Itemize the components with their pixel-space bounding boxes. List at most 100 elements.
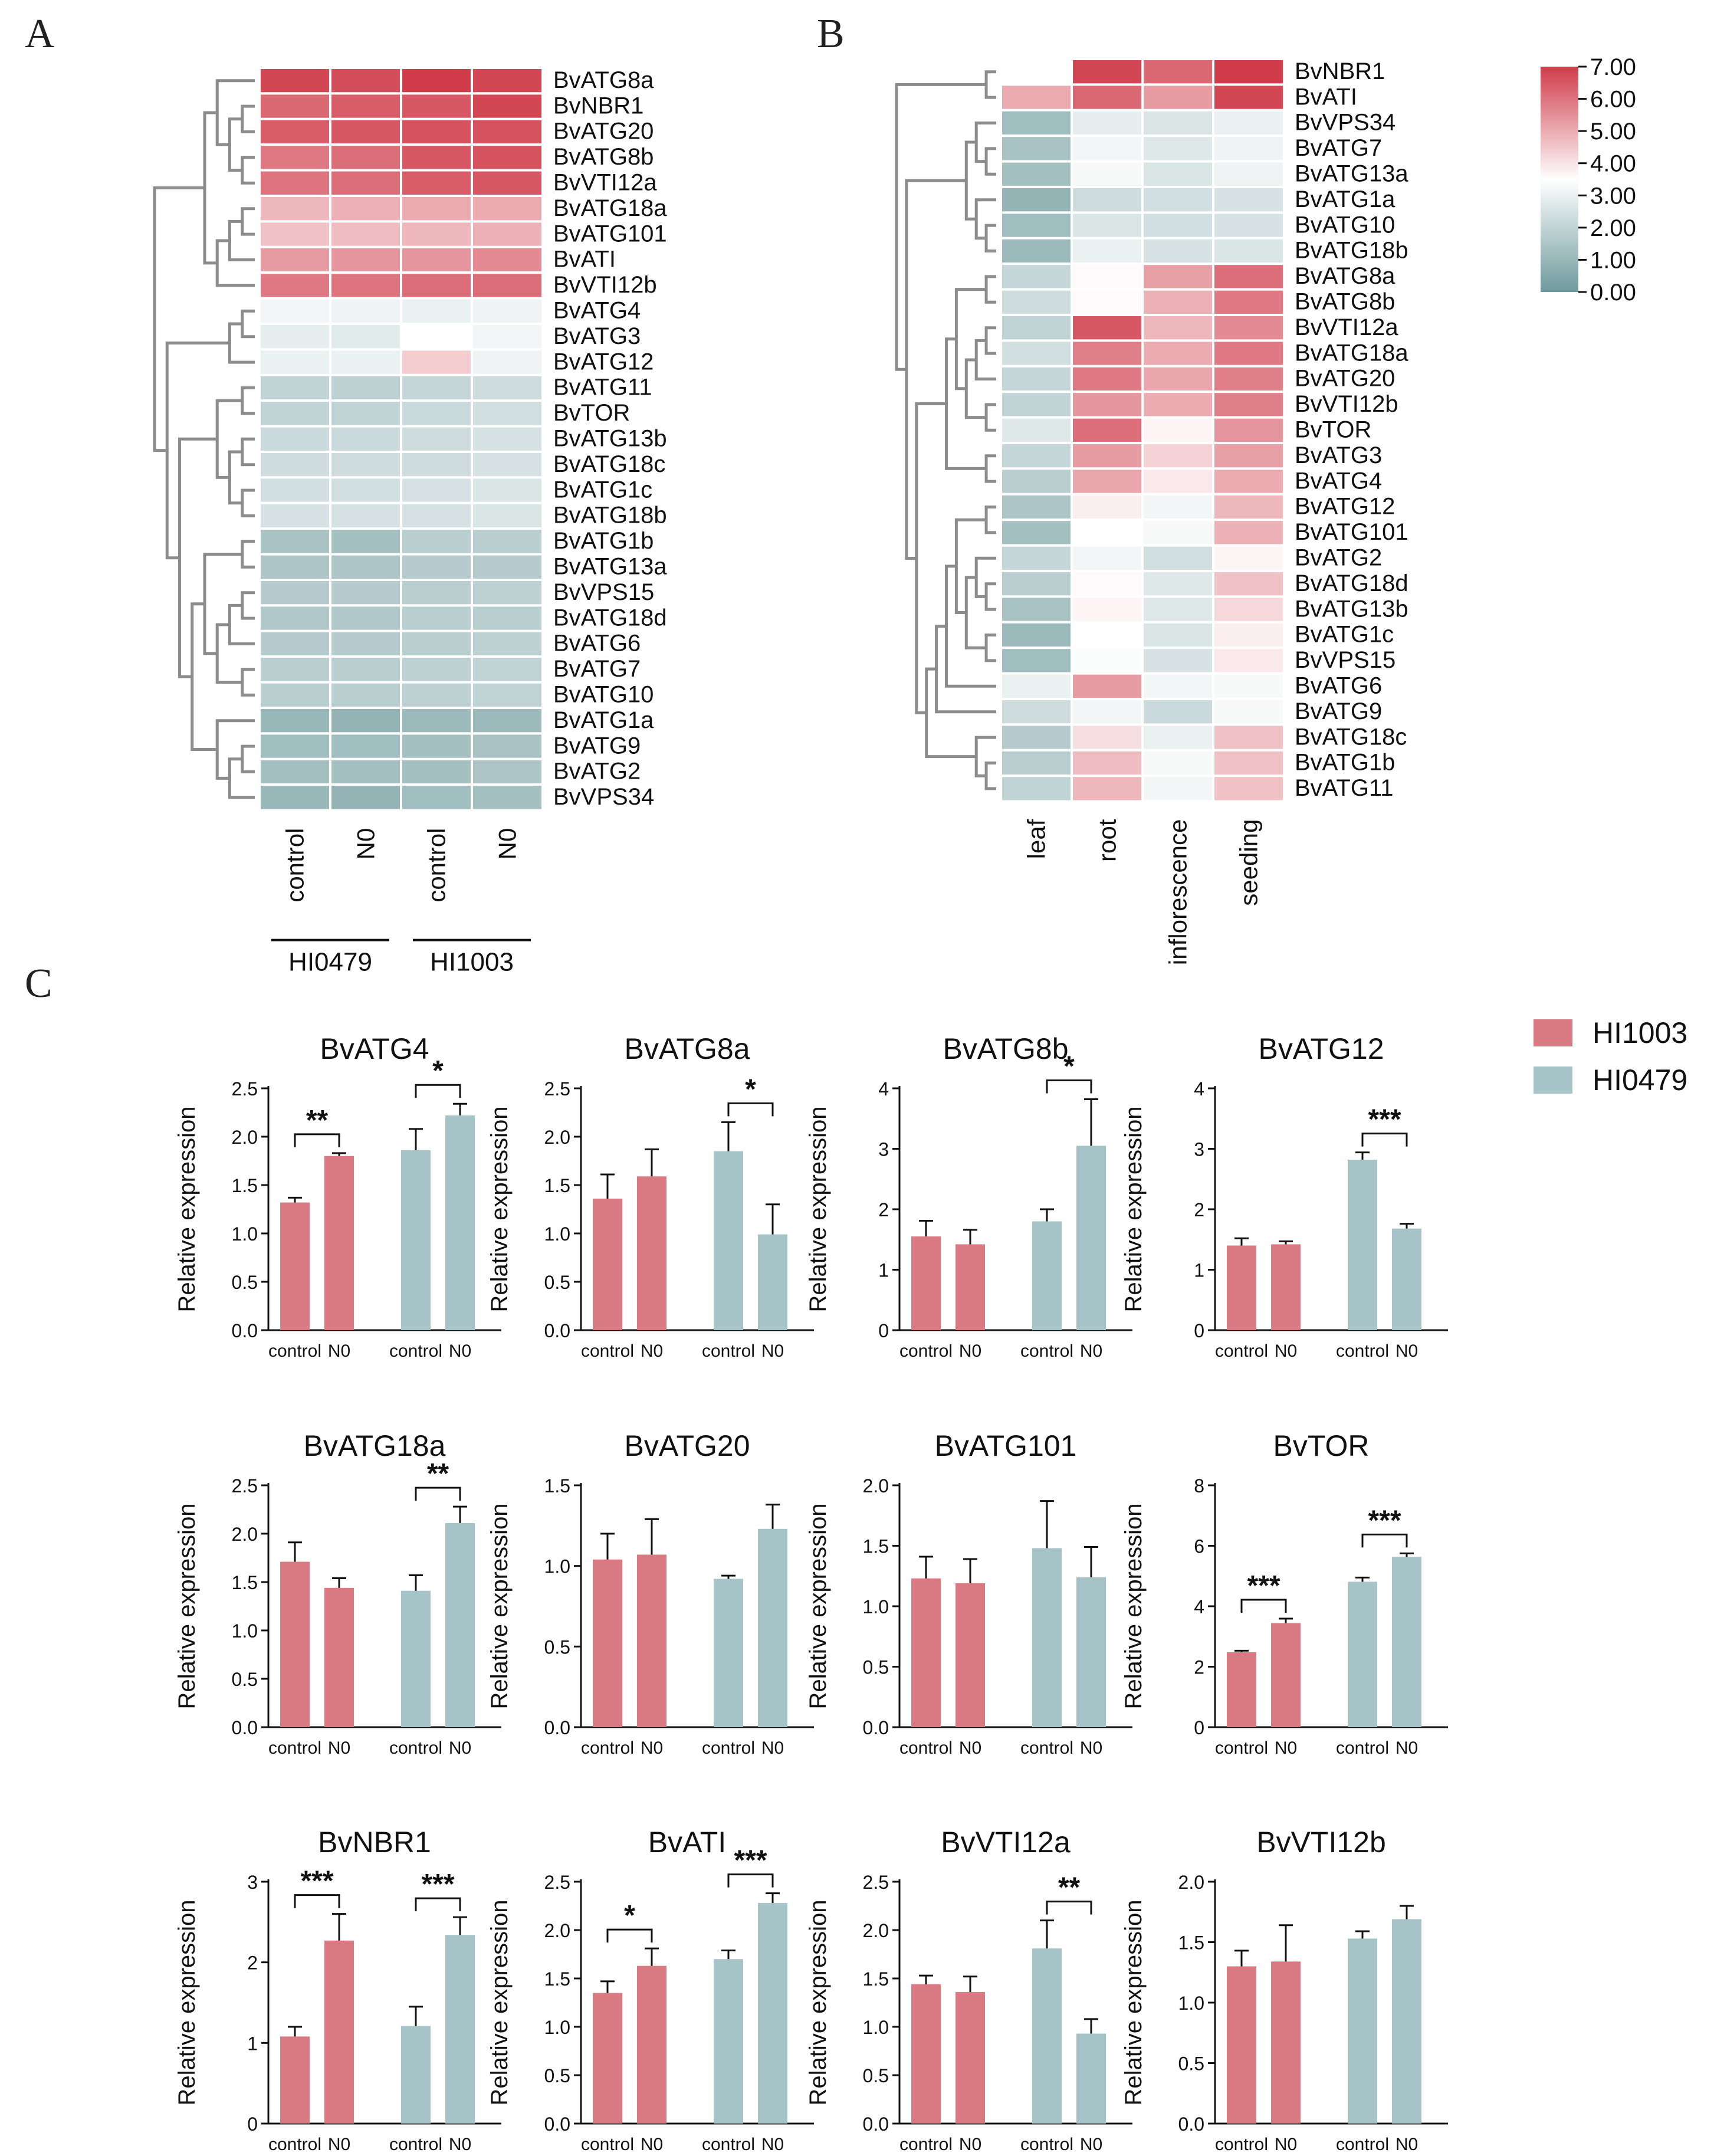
- dendrogram-branch: [984, 403, 996, 432]
- significance-label: ***: [1368, 1505, 1401, 1536]
- heatmap-cell: [1000, 314, 1073, 342]
- heatmap-cell: [258, 707, 331, 735]
- heatmap-cell: [471, 297, 544, 326]
- heatmap-cell: [1212, 262, 1285, 291]
- y-axis-label: Relative expression: [805, 1899, 831, 2105]
- bar: [758, 1903, 787, 2124]
- y-tick-label: 2: [1194, 1199, 1204, 1220]
- bar-plot-bvatg8a: BvATG8a Relative expression 0.0 0.5 1.0 1.5 2.…: [487, 1032, 814, 1361]
- heatmap-cell: [329, 783, 402, 812]
- heatmap-cell: [400, 527, 473, 556]
- y-tick-label: 1.0: [863, 1596, 889, 1617]
- significance-label: ***: [734, 1845, 767, 1876]
- bar-plot-title: BvATG12: [1258, 1032, 1384, 1065]
- heatmap-cell: [1212, 595, 1285, 623]
- heatmap-column-label: leaf: [1022, 819, 1050, 859]
- bar: [637, 1965, 666, 2124]
- heatmap-cell: [400, 348, 473, 376]
- bar: [911, 1578, 941, 1727]
- heatmap-row-label: BvATG8a: [1295, 263, 1396, 289]
- x-tick-label: control: [581, 1341, 634, 1361]
- heatmap-column-label: control: [281, 828, 308, 903]
- panel-label-a: A: [25, 11, 55, 57]
- bar-plot-title: BvATG101: [935, 1429, 1077, 1462]
- heatmap-cell: [258, 373, 331, 402]
- bar: [1227, 1245, 1256, 1330]
- heatmap-cell: [1071, 698, 1144, 726]
- y-tick-label: 0.0: [544, 2114, 570, 2135]
- heatmap-row-label: BvATI: [553, 247, 616, 273]
- y-tick-label: 2.5: [544, 1078, 570, 1100]
- bar-plot-title: BvATI: [648, 1826, 726, 1859]
- dendrogram-branch: [241, 744, 255, 773]
- heatmap-cell: [1212, 211, 1285, 239]
- x-tick-label: control: [899, 2135, 953, 2154]
- heatmap-cell: [1000, 442, 1073, 470]
- dendrogram-branch: [984, 762, 996, 790]
- heatmap-cell: [1141, 134, 1214, 163]
- y-tick-label: 2.5: [232, 1078, 258, 1100]
- heatmap-cell: [471, 707, 544, 735]
- y-axis-label: Relative expression: [1121, 1503, 1147, 1709]
- heatmap-cell: [1000, 58, 1073, 86]
- x-tick-label: control: [702, 1341, 755, 1361]
- y-axis-label: Relative expression: [487, 1899, 513, 2105]
- colorbar-tick-label: 3.00: [1590, 183, 1636, 209]
- heatmap-row-label: BvTOR: [1295, 416, 1371, 442]
- heatmap-row-label: BvATG3: [553, 323, 641, 349]
- heatmap-cell: [1000, 493, 1073, 521]
- heatmap-cell: [471, 399, 544, 428]
- bar-plot-title: BvATG20: [624, 1429, 750, 1462]
- heatmap-cell: [258, 553, 331, 581]
- y-tick-label: 0.5: [232, 1272, 258, 1293]
- bar-plot-bvatg8b: BvATG8b Relative expression 0 1 2 3 4 control N0…: [805, 1032, 1132, 1361]
- bar-plot-bvatg12: BvATG12 Relative expression 0 1 2 3 4 control N0…: [1121, 1032, 1448, 1361]
- heatmap-cell: [1212, 775, 1285, 803]
- heatmap-row-label: BvATG7: [553, 656, 641, 682]
- heatmap-row-label: BvATG9: [1295, 698, 1382, 724]
- bar-plot-bvatg101: BvATG101 Relative expression 0.0 0.5 1.0 1.5 2…: [805, 1429, 1132, 1758]
- heatmap-cell: [1071, 186, 1144, 214]
- heatmap-column-label: control: [422, 828, 450, 903]
- y-tick-label: 2.0: [232, 1524, 258, 1545]
- heatmap-cell: [1212, 186, 1285, 214]
- x-tick-label: control: [268, 1738, 321, 1758]
- dendrogram-branch: [241, 386, 255, 415]
- heatmap-cell: [1071, 237, 1144, 265]
- heatmap-cell: [258, 348, 331, 376]
- heatmap-cell: [1141, 647, 1214, 675]
- heatmap-row-label: BvATG13b: [1295, 596, 1408, 622]
- dendrogram-branch: [241, 540, 255, 569]
- heatmap-cell: [258, 783, 331, 812]
- heatmap-cell: [329, 143, 402, 172]
- heatmap-cell: [1000, 160, 1073, 189]
- bar: [1076, 1146, 1106, 1330]
- heatmap-cell: [400, 655, 473, 684]
- heatmap-cell: [1000, 390, 1073, 419]
- heatmap-cell: [1141, 109, 1214, 137]
- heatmap-cell: [258, 757, 331, 786]
- bar-plot-title: BvATG4: [320, 1032, 429, 1065]
- heatmap-cell: [1071, 339, 1144, 367]
- heatmap-cell: [1000, 83, 1073, 111]
- dendrogram-branch: [215, 719, 255, 780]
- bar: [911, 1984, 941, 2124]
- heatmap-cell: [1141, 698, 1214, 726]
- dendrogram-branch: [241, 104, 255, 133]
- heatmap-cell: [400, 681, 473, 709]
- bar: [593, 1993, 622, 2124]
- x-tick-label: N0: [1275, 2135, 1297, 2154]
- heatmap-cell: [1000, 698, 1073, 726]
- dendrogram-branch: [153, 186, 205, 452]
- heatmap-cell: [258, 655, 331, 684]
- heatmap-row-label: BvATG13a: [1295, 160, 1408, 186]
- heatmap-cell: [1212, 647, 1285, 675]
- heatmap-cell: [329, 501, 402, 530]
- heatmap-row-label: BvATG4: [1295, 468, 1382, 494]
- heatmap-cell: [1000, 775, 1073, 803]
- y-tick-label: 0.5: [863, 2065, 889, 2086]
- heatmap-cell: [329, 169, 402, 198]
- heatmap-cell: [1141, 442, 1214, 470]
- heatmap-cell: [1212, 339, 1285, 367]
- bar-plot-bvatg18a: BvATG18a Relative expression 0.0 0.5 1.0 1.5 2…: [174, 1429, 501, 1758]
